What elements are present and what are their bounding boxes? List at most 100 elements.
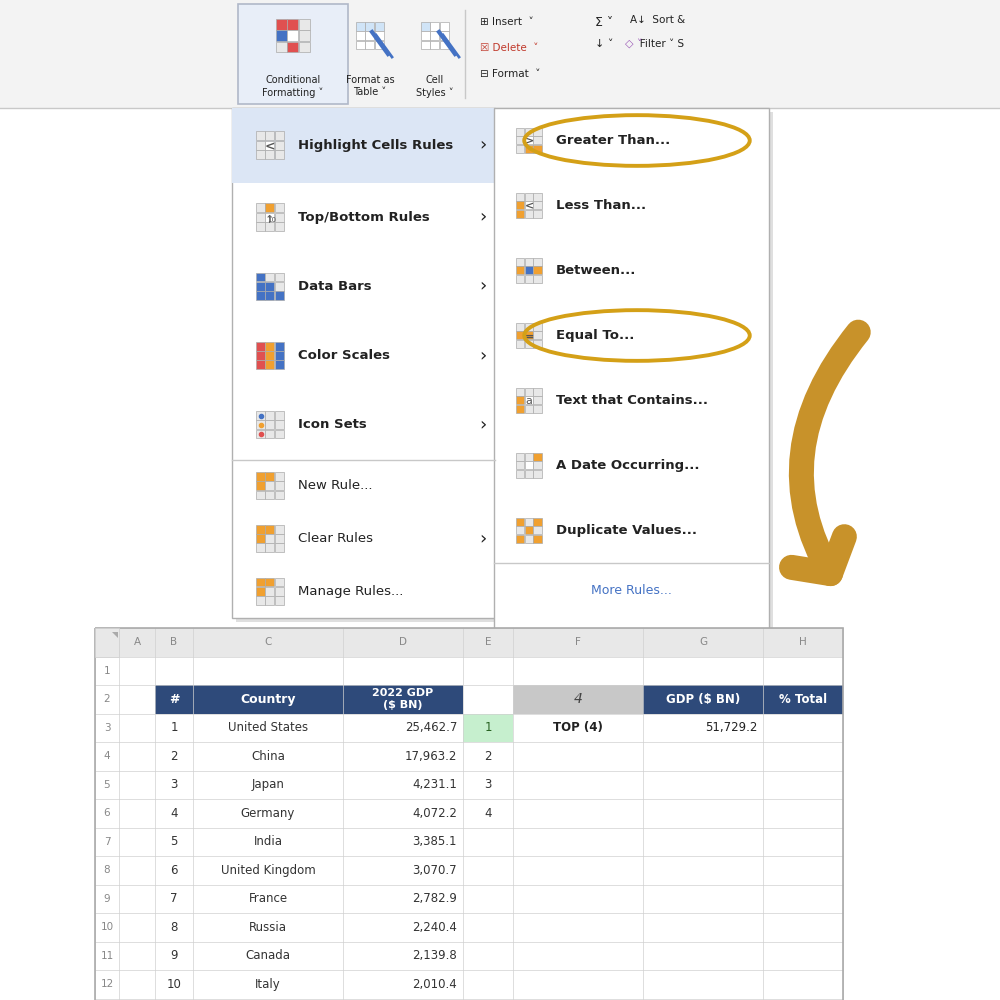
Bar — [299, 42, 310, 52]
Bar — [256, 481, 265, 490]
Polygon shape — [112, 632, 118, 638]
Text: ↓ ˅: ↓ ˅ — [595, 39, 614, 49]
Text: ⊞ Insert  ˅: ⊞ Insert ˅ — [480, 17, 534, 27]
Text: 17,963.2: 17,963.2 — [405, 750, 457, 763]
Bar — [287, 42, 298, 52]
Text: G: G — [699, 637, 707, 647]
Bar — [525, 340, 533, 348]
Bar — [525, 452, 533, 461]
Bar — [516, 331, 524, 339]
Bar — [533, 387, 542, 396]
Bar — [275, 543, 284, 552]
Bar — [193, 685, 343, 714]
Text: 7: 7 — [170, 892, 178, 905]
Bar — [440, 31, 448, 40]
Bar — [265, 491, 274, 499]
Bar — [421, 31, 430, 40]
Text: Cell
Styles ˅: Cell Styles ˅ — [416, 75, 454, 98]
FancyArrowPatch shape — [792, 332, 858, 574]
Bar — [525, 210, 533, 218]
Bar — [533, 322, 542, 331]
Bar — [256, 430, 265, 438]
Bar — [516, 322, 524, 331]
Text: 1: 1 — [170, 721, 178, 734]
Bar — [299, 19, 310, 30]
Bar — [256, 578, 265, 586]
Bar — [275, 203, 284, 212]
Text: E: E — [485, 637, 491, 647]
Bar — [516, 192, 524, 201]
Bar — [236, 112, 499, 622]
Bar — [265, 273, 274, 281]
Text: 6: 6 — [104, 808, 110, 818]
Bar — [256, 222, 265, 231]
Bar — [533, 127, 542, 136]
Text: Japan: Japan — [252, 778, 284, 791]
Bar — [265, 222, 274, 231]
Text: China: China — [251, 750, 285, 763]
Bar — [533, 257, 542, 266]
Bar — [533, 275, 542, 283]
Bar — [95, 628, 843, 1000]
Bar — [525, 127, 533, 136]
Bar — [265, 420, 274, 429]
Bar — [375, 31, 384, 40]
Bar — [238, 4, 348, 104]
Bar — [256, 203, 265, 212]
Bar — [516, 470, 524, 478]
Bar — [256, 282, 265, 291]
Text: 12: 12 — [100, 979, 114, 989]
Text: Text that Contains...: Text that Contains... — [556, 394, 708, 407]
Bar — [265, 411, 274, 420]
Bar — [430, 41, 439, 49]
Text: ☒ Delete  ˅: ☒ Delete ˅ — [480, 43, 538, 53]
Bar — [516, 387, 524, 396]
Text: United States: United States — [228, 721, 308, 734]
Bar — [275, 596, 284, 605]
Text: Top/Bottom Rules: Top/Bottom Rules — [298, 211, 430, 224]
Text: Manage Rules...: Manage Rules... — [298, 585, 403, 598]
Bar — [256, 420, 265, 429]
Text: ›: › — [479, 208, 487, 226]
Bar — [533, 526, 542, 534]
Bar — [516, 210, 524, 218]
Bar — [256, 360, 265, 369]
Text: Highlight Cells Rules: Highlight Cells Rules — [298, 139, 453, 152]
Bar — [256, 525, 265, 534]
Text: More Rules...: More Rules... — [591, 584, 672, 597]
Bar — [275, 525, 284, 534]
Bar — [95, 628, 843, 656]
Bar — [265, 543, 274, 552]
Bar — [643, 685, 763, 714]
Text: 5: 5 — [104, 780, 110, 790]
Text: Country: Country — [240, 693, 296, 706]
Text: 10: 10 — [100, 922, 114, 932]
Text: 9: 9 — [104, 894, 110, 904]
Bar — [276, 30, 287, 41]
Bar — [265, 150, 274, 159]
Text: Data Bars: Data Bars — [298, 280, 372, 293]
Bar — [525, 136, 533, 144]
Bar — [265, 578, 274, 586]
Bar — [463, 714, 513, 742]
Bar — [256, 534, 265, 543]
Bar — [516, 145, 524, 153]
Bar — [95, 628, 843, 1000]
Bar — [498, 112, 773, 677]
Bar — [275, 534, 284, 543]
Bar — [365, 41, 374, 49]
Bar — [265, 587, 274, 596]
Text: >: > — [524, 136, 534, 146]
Text: A: A — [133, 637, 141, 647]
Text: #: # — [169, 693, 179, 706]
Bar — [275, 481, 284, 490]
Bar — [356, 41, 365, 49]
Bar — [265, 534, 274, 543]
Text: Germany: Germany — [241, 807, 295, 820]
Text: 3: 3 — [484, 778, 492, 791]
Text: 2022 GDP
($ BN): 2022 GDP ($ BN) — [372, 688, 434, 710]
Bar — [365, 22, 374, 31]
Text: United Kingdom: United Kingdom — [221, 864, 315, 877]
Bar — [525, 470, 533, 478]
Bar — [275, 273, 284, 281]
